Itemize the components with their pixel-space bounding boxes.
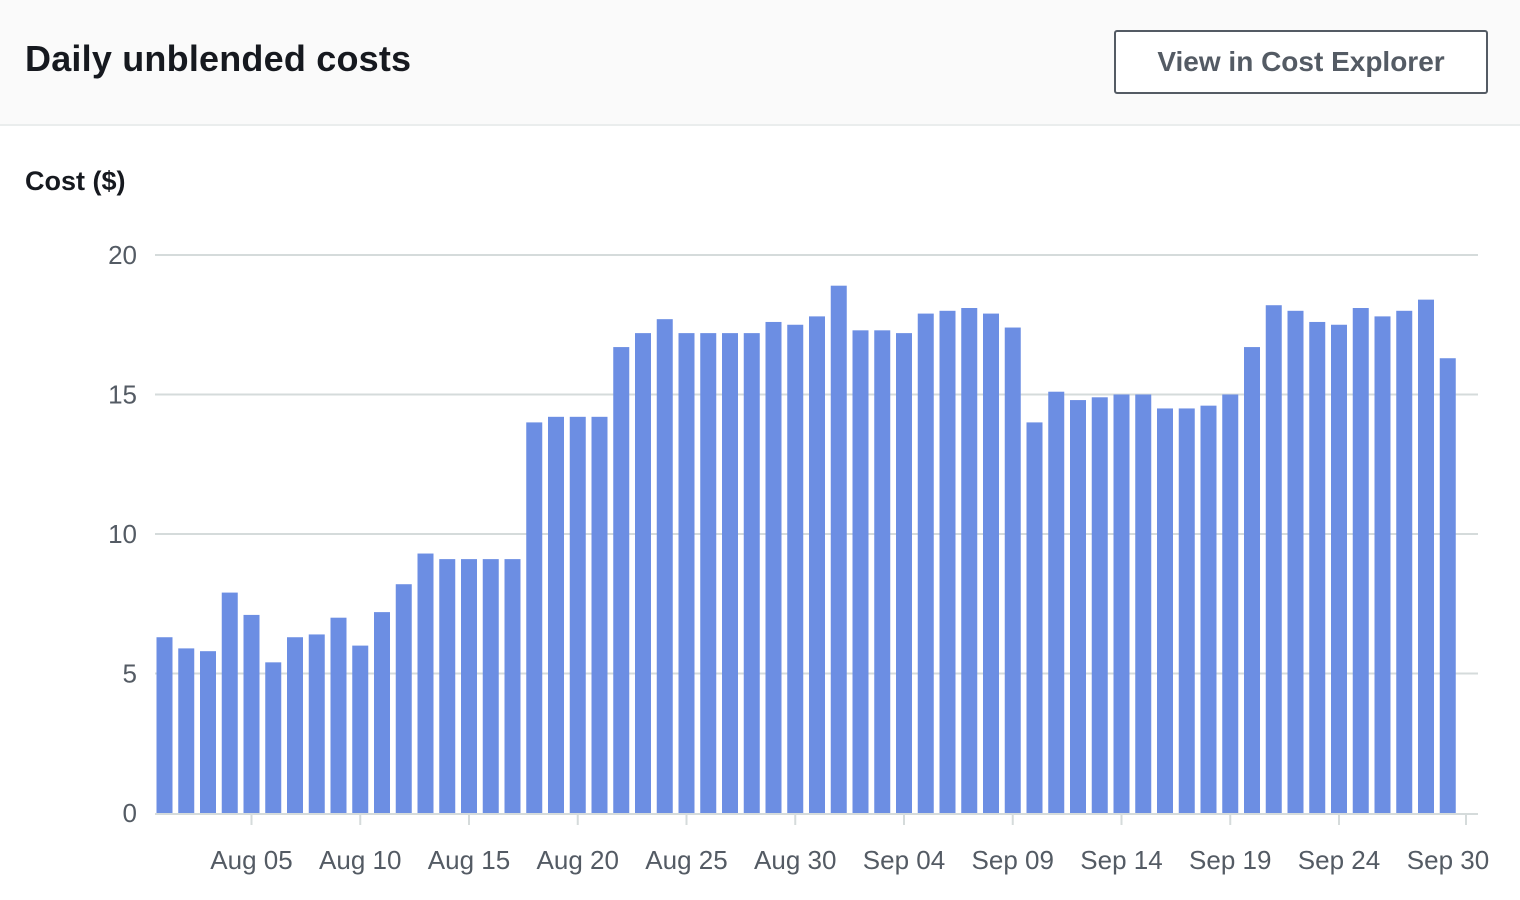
bar-aug-23[interactable] xyxy=(635,333,651,813)
bar-sep-10[interactable] xyxy=(1026,422,1043,813)
bar-aug-29[interactable] xyxy=(765,321,782,813)
x-tick-label: Sep 30 xyxy=(1407,845,1489,875)
bar-sep-20[interactable] xyxy=(1244,347,1260,813)
bar-aug-11[interactable] xyxy=(374,612,390,813)
bar-sep-02[interactable] xyxy=(852,330,869,813)
x-tick-label: Aug 10 xyxy=(319,845,401,875)
x-tick-label: Aug 20 xyxy=(537,845,619,875)
x-tick-label: Sep 04 xyxy=(863,845,945,875)
axes: 0 5 10 15 20 Aug 05 Aug 10 Aug 15 Aug 20 Aug 25 Au… xyxy=(108,240,1489,875)
bar-aug-16[interactable] xyxy=(482,559,499,813)
x-tick-label: Sep 19 xyxy=(1189,845,1271,875)
bar-sep-13[interactable] xyxy=(1091,397,1108,813)
y-tick-label: 0 xyxy=(123,798,137,828)
bar-sep-08[interactable] xyxy=(983,313,999,813)
x-tick-label: Aug 05 xyxy=(210,845,292,875)
bar-aug-05[interactable] xyxy=(243,614,260,813)
bar-sep-18[interactable] xyxy=(1200,405,1217,813)
y-axis-label: Cost ($) xyxy=(25,166,126,196)
x-tick-label: Aug 30 xyxy=(754,845,836,875)
bar-sep-14[interactable] xyxy=(1113,394,1130,814)
bar-aug-27[interactable] xyxy=(722,333,738,813)
bar-aug-25[interactable] xyxy=(678,333,695,813)
bar-sep-25[interactable] xyxy=(1352,308,1369,813)
bars xyxy=(156,285,1456,814)
bar-sep-06[interactable] xyxy=(939,310,956,813)
y-tick-label: 5 xyxy=(123,659,137,689)
bar-aug-10[interactable] xyxy=(352,645,369,813)
y-tick-label: 15 xyxy=(108,380,137,410)
bar-sep-24[interactable] xyxy=(1331,324,1347,813)
bar-aug-31[interactable] xyxy=(809,316,825,813)
bar-sep-26[interactable] xyxy=(1374,316,1391,813)
bar-aug-30[interactable] xyxy=(787,324,804,813)
bar-sep-27[interactable] xyxy=(1396,310,1413,813)
view-in-cost-explorer-button[interactable]: View in Cost Explorer xyxy=(1114,30,1488,94)
bar-sep-01[interactable] xyxy=(830,285,847,813)
bar-aug-22[interactable] xyxy=(613,347,630,813)
x-tick-label: Sep 24 xyxy=(1298,845,1380,875)
bar-sep-19[interactable] xyxy=(1222,394,1239,814)
bar-aug-03[interactable] xyxy=(200,651,216,813)
bar-aug-15[interactable] xyxy=(461,559,477,813)
bar-sep-09[interactable] xyxy=(1004,327,1021,813)
bar-aug-19[interactable] xyxy=(548,416,564,813)
x-tick-label: Sep 14 xyxy=(1080,845,1162,875)
bar-aug-04[interactable] xyxy=(221,592,238,813)
bar-aug-26[interactable] xyxy=(700,333,717,813)
bar-aug-28[interactable] xyxy=(743,333,760,813)
bar-aug-24[interactable] xyxy=(656,319,673,813)
bar-aug-01[interactable] xyxy=(156,637,173,813)
bar-sep-21[interactable] xyxy=(1265,305,1282,813)
bar-aug-20[interactable] xyxy=(569,416,586,813)
x-tick-label: Aug 15 xyxy=(428,845,510,875)
bar-sep-16[interactable] xyxy=(1157,408,1173,813)
bar-sep-23[interactable] xyxy=(1309,321,1326,813)
bar-aug-02[interactable] xyxy=(178,648,195,813)
bar-sep-22[interactable] xyxy=(1287,310,1304,813)
bar-aug-17[interactable] xyxy=(504,559,521,813)
bar-aug-08[interactable] xyxy=(308,634,325,813)
bar-aug-14[interactable] xyxy=(439,559,456,813)
bar-aug-13[interactable] xyxy=(417,553,434,813)
bar-sep-03[interactable] xyxy=(874,330,891,813)
card-title: Daily unblended costs xyxy=(25,38,412,79)
bar-sep-15[interactable] xyxy=(1135,394,1152,814)
bar-sep-12[interactable] xyxy=(1070,400,1086,813)
y-tick-label: 10 xyxy=(108,519,137,549)
bar-aug-18[interactable] xyxy=(526,422,543,813)
card-header: Daily unblended costs View in Cost Explo… xyxy=(0,0,1520,126)
bar-sep-11[interactable] xyxy=(1048,391,1065,813)
bar-sep-07[interactable] xyxy=(961,308,978,813)
bar-aug-06[interactable] xyxy=(265,662,282,813)
x-tick-label: Sep 09 xyxy=(972,845,1054,875)
bar-aug-07[interactable] xyxy=(287,637,303,813)
bar-sep-17[interactable] xyxy=(1178,408,1195,813)
bar-sep-04[interactable] xyxy=(896,333,912,813)
y-tick-label: 20 xyxy=(108,240,137,270)
bar-sep-28[interactable] xyxy=(1418,299,1434,813)
bar-sep-29[interactable] xyxy=(1439,358,1456,813)
bar-aug-09[interactable] xyxy=(330,617,347,813)
x-tick-label: Aug 25 xyxy=(645,845,727,875)
bar-sep-05[interactable] xyxy=(917,313,934,813)
bar-aug-12[interactable] xyxy=(395,584,412,813)
bar-aug-21[interactable] xyxy=(591,416,608,813)
